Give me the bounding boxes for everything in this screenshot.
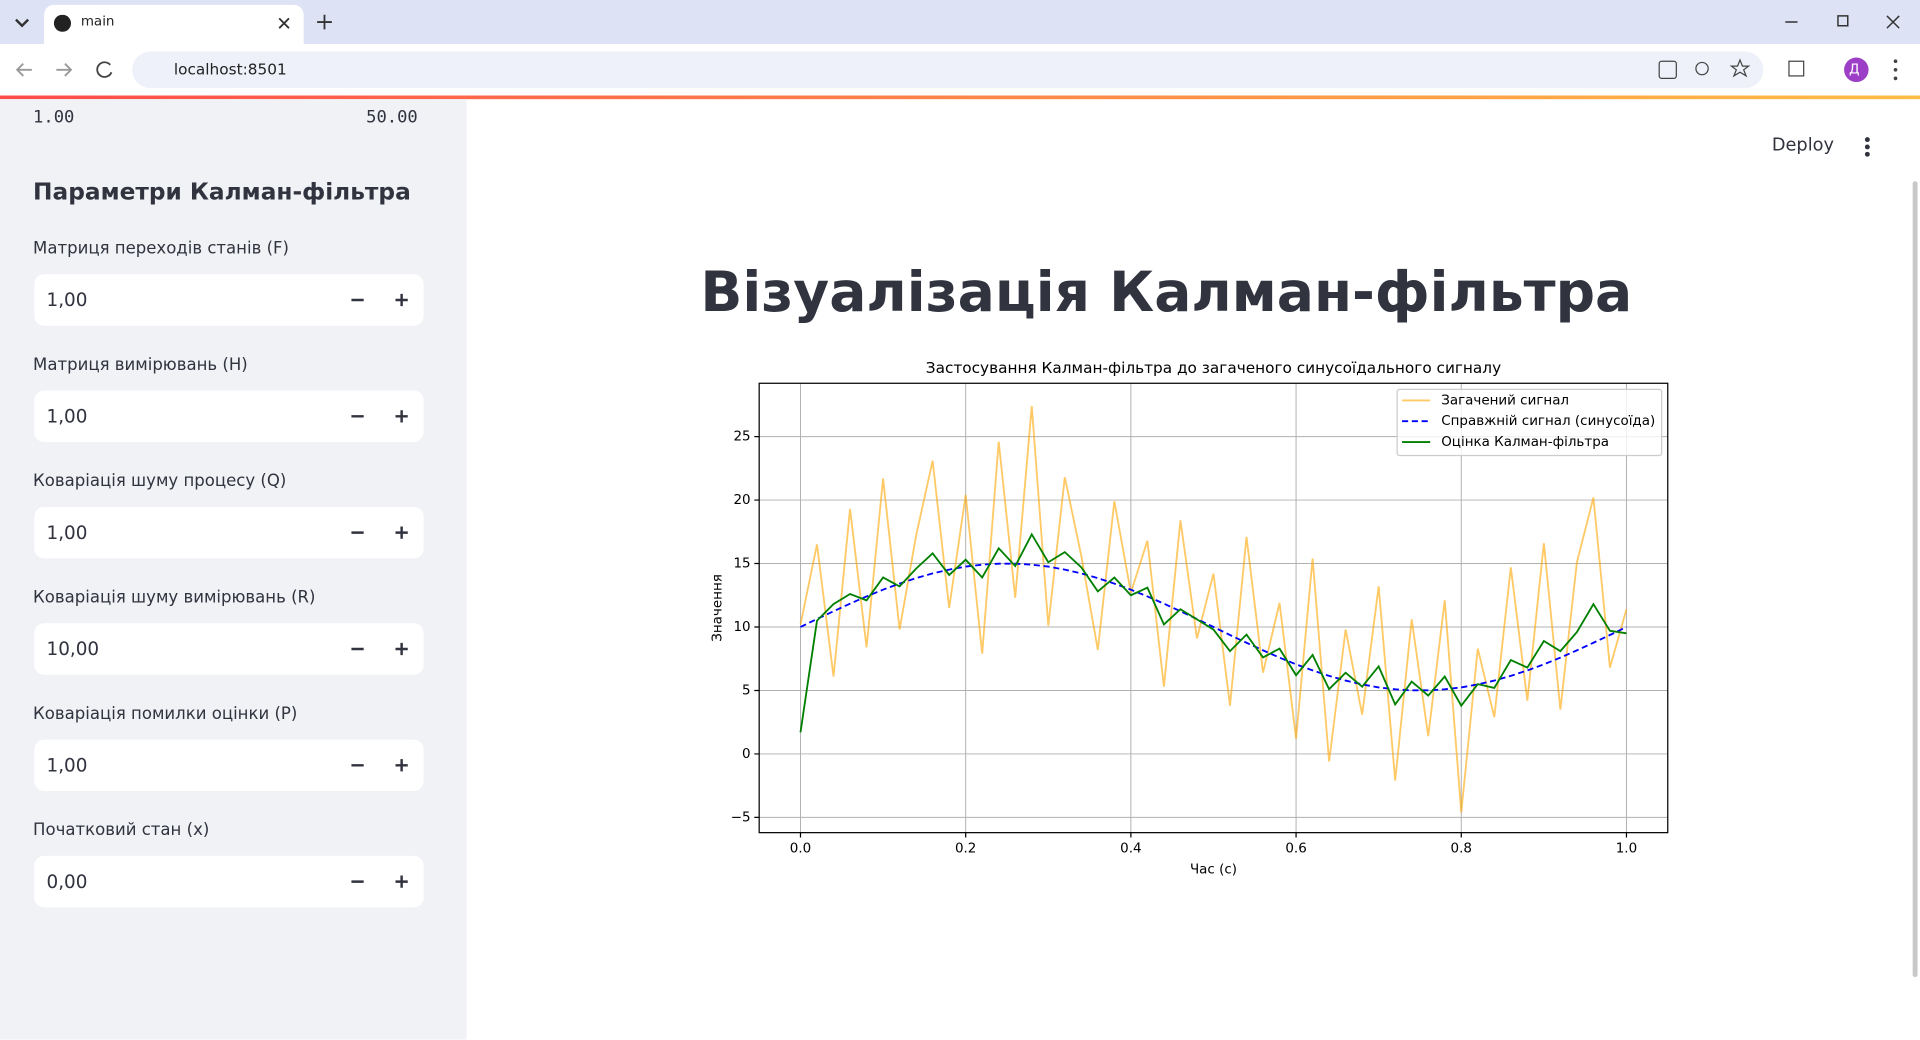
input-value: 10,00 xyxy=(46,637,100,660)
input-value: 1,00 xyxy=(46,754,88,777)
input-value: 1,00 xyxy=(46,405,88,428)
address-row: Д xyxy=(0,44,1920,96)
x-axis-label: Час (с) xyxy=(1190,862,1237,877)
x-tick-label: 0.6 xyxy=(1285,842,1306,857)
tab-close[interactable] xyxy=(277,16,292,31)
x-tick-label: 0.8 xyxy=(1451,842,1472,857)
input-label: Матриця вимірювань (H) xyxy=(33,355,248,375)
x-tick-label: 1.0 xyxy=(1616,842,1637,857)
step-buttons[interactable] xyxy=(345,623,418,674)
deploy-button[interactable]: Deploy xyxy=(1771,135,1835,156)
number-input[interactable]: 1,00 xyxy=(34,274,424,326)
number-input[interactable]: 0,00 xyxy=(34,855,424,908)
tab-menu[interactable] xyxy=(0,0,44,44)
header-decoration xyxy=(0,95,1920,100)
legend-box xyxy=(1396,388,1663,457)
series-line xyxy=(800,562,1627,692)
sidebar-heading: Параметри Калман-фільтра xyxy=(33,178,411,206)
input-label: Коваріація шуму процесу (Q) xyxy=(33,471,287,492)
number-input[interactable]: 1,00 xyxy=(34,739,424,792)
tab-bar: main xyxy=(0,0,1920,45)
input-value: 1,00 xyxy=(46,288,88,312)
tab[interactable] xyxy=(44,4,304,45)
step-buttons[interactable] xyxy=(345,391,418,442)
series-line xyxy=(799,406,1628,813)
url-field[interactable] xyxy=(132,51,1764,89)
y-tick-label: 20 xyxy=(733,493,750,508)
chart: Застосування Калман-фільтра до загаченог… xyxy=(711,359,1669,877)
page-title: Візуалізація Калман-фільтра xyxy=(700,259,1633,325)
slider-max: 50.00 xyxy=(366,107,418,128)
number-input[interactable]: 1,00 xyxy=(34,506,424,559)
y-tick-label: 25 xyxy=(733,430,750,445)
input-value: 1,00 xyxy=(46,521,88,544)
input-label: Коваріація шуму вимірювань (R) xyxy=(33,587,316,608)
input-label: Початковий стан (x) xyxy=(33,820,210,840)
window-controls[interactable] xyxy=(1773,0,1920,44)
x-tick-label: 0.2 xyxy=(955,842,976,857)
nav-buttons[interactable] xyxy=(0,44,122,95)
x-tick-label: 0.0 xyxy=(790,842,811,857)
new-tab[interactable] xyxy=(316,13,333,30)
y-tick-label: −5 xyxy=(731,810,751,825)
slider-min: 1.00 xyxy=(33,107,75,128)
toolbar-icons[interactable] xyxy=(1653,44,1898,95)
step-buttons[interactable] xyxy=(345,507,418,558)
y-tick-label: 10 xyxy=(733,620,750,635)
step-buttons[interactable] xyxy=(345,856,418,907)
legend-label: Оцінка Калман-фільтра xyxy=(1441,435,1609,450)
step-buttons[interactable] xyxy=(345,274,418,325)
tab-title: main xyxy=(80,13,115,30)
input-label: Матриця переходів станів (F) xyxy=(33,238,289,259)
profile-initial: Д xyxy=(1848,61,1860,78)
plot-frame xyxy=(758,382,1669,834)
scrollbar[interactable] xyxy=(1912,181,1918,978)
step-buttons[interactable] xyxy=(345,740,418,791)
number-input[interactable]: 10,00 xyxy=(34,623,424,675)
series-line xyxy=(799,532,1627,733)
input-label: Коваріація помилки оцінки (P) xyxy=(33,704,298,724)
main-menu[interactable] xyxy=(1864,136,1871,158)
number-input[interactable]: 1,00 xyxy=(34,390,424,443)
y-axis-label: Значення xyxy=(711,574,726,642)
y-tick-label: 5 xyxy=(742,683,751,698)
favicon xyxy=(53,14,72,32)
chart-title: Застосування Калман-фільтра до загаченог… xyxy=(926,359,1501,377)
legend-label: Загачений сигнал xyxy=(1441,393,1569,408)
y-tick-label: 15 xyxy=(733,557,750,572)
url-text: localhost:8501 xyxy=(173,60,287,79)
y-tick-label: 0 xyxy=(742,747,751,762)
input-value: 0,00 xyxy=(46,870,88,893)
legend-label: Справжній сигнал (синусоїда) xyxy=(1441,413,1655,429)
x-tick-label: 0.4 xyxy=(1120,842,1141,857)
